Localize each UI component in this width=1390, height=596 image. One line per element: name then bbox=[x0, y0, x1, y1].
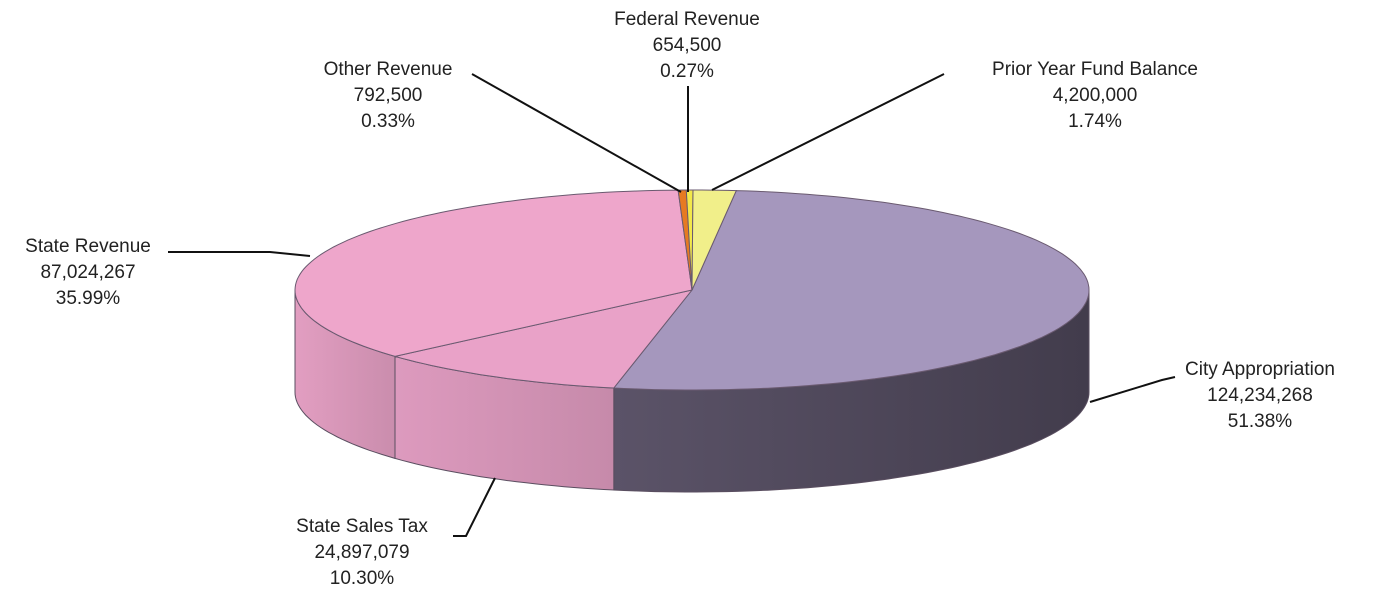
slice-label: Prior Year Fund Balance bbox=[992, 59, 1198, 80]
value-label: 654,500 bbox=[653, 35, 722, 56]
value-label: 24,897,079 bbox=[314, 542, 409, 563]
value-label: 87,024,267 bbox=[40, 262, 135, 283]
leader-line bbox=[168, 251, 311, 257]
pie-tops bbox=[294, 189, 1090, 391]
percent-label: 1.74% bbox=[1068, 111, 1122, 132]
slice-label: City Appropriation bbox=[1185, 359, 1335, 380]
pie-sides bbox=[294, 289, 1090, 493]
value-label: 124,234,268 bbox=[1207, 385, 1313, 406]
percent-label: 51.38% bbox=[1228, 411, 1293, 432]
leader-line bbox=[1089, 376, 1176, 403]
slice bbox=[612, 190, 1090, 391]
percent-label: 10.30% bbox=[330, 568, 395, 589]
value-label: 4,200,000 bbox=[1053, 85, 1138, 106]
slice-label: Federal Revenue bbox=[614, 9, 760, 30]
slice bbox=[394, 289, 694, 389]
slice-label: State Revenue bbox=[25, 236, 151, 257]
percent-label: 0.33% bbox=[361, 111, 415, 132]
slice-label: Other Revenue bbox=[324, 59, 453, 80]
leader-line bbox=[711, 73, 945, 191]
slice bbox=[294, 189, 693, 357]
leader-line bbox=[453, 477, 496, 537]
slice-label: State Sales Tax bbox=[296, 516, 428, 537]
value-label: 792,500 bbox=[354, 85, 423, 106]
percent-label: 0.27% bbox=[660, 61, 714, 82]
percent-label: 35.99% bbox=[56, 288, 121, 309]
slice bbox=[691, 189, 738, 291]
labels: City Appropriation 124,234,268 51.38% State… bbox=[25, 9, 1335, 589]
leader-line bbox=[471, 73, 682, 193]
